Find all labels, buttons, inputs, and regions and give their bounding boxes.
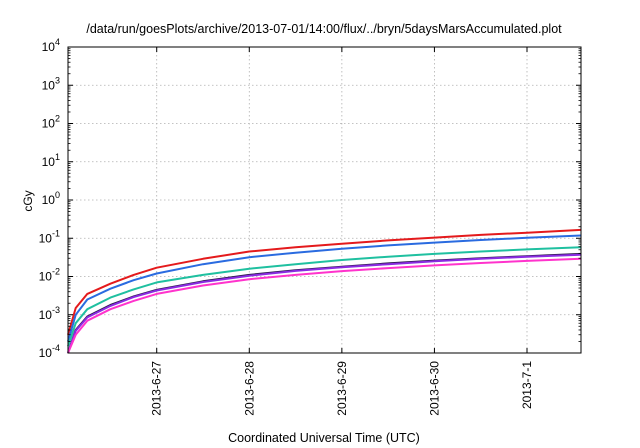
series-line-6 (67, 257, 582, 354)
y-tick-label: 100 (42, 190, 60, 207)
y-axis-label: cGy (21, 190, 35, 211)
series-line-1 (67, 228, 582, 336)
series-line-5 (67, 253, 582, 354)
axes: 10-4 10-3 10-2 10-1 100 101 102 103 104 2013-6-27… (39, 37, 582, 416)
x-tick-label: 2013-6-28 (242, 361, 256, 416)
y-tick-label: 102 (42, 114, 60, 131)
x-tick-label: 2013-6-27 (150, 361, 164, 416)
chart-title: /data/run/goesPlots/archive/2013-07-01/1… (86, 22, 562, 36)
y-tick-label: 101 (42, 152, 60, 169)
y-tick-label: 10-4 (39, 343, 60, 360)
x-tick-label: 2013-6-29 (335, 361, 349, 416)
series-line-3 (67, 246, 582, 347)
plot-frame (67, 46, 582, 354)
y-tick-label: 10-1 (39, 228, 60, 245)
y-tick-label: 104 (42, 37, 60, 54)
y-tick-label: 10-3 (39, 305, 60, 322)
data-series (67, 228, 582, 354)
grid-lines (68, 47, 581, 353)
x-tick-label: 2013-7-1 (520, 361, 534, 409)
x-tick-label: 2013-6-30 (427, 361, 441, 416)
y-tick-label: 10-2 (39, 267, 60, 284)
x-axis-label: Coordinated Universal Time (UTC) (228, 431, 420, 445)
series-line-2 (67, 234, 582, 342)
y-tick-label: 103 (42, 75, 60, 92)
